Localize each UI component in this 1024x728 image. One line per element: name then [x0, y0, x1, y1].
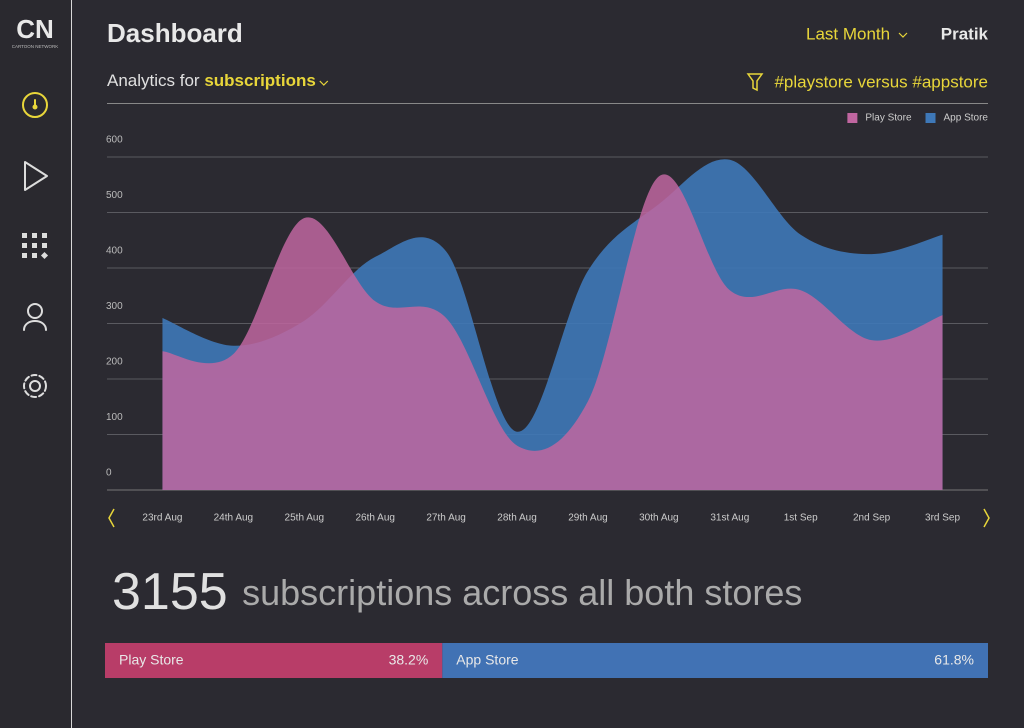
breakdown-segment — [442, 643, 988, 678]
x-tick-label: 30th Aug — [639, 513, 678, 524]
x-tick-label: 1st Sep — [784, 513, 818, 524]
sidebar — [0, 0, 71, 728]
summary-total: 3155 — [112, 563, 228, 621]
nav-apps[interactable] — [22, 233, 49, 260]
metric-select[interactable]: subscriptions — [204, 71, 315, 90]
x-tick-label: 29th Aug — [568, 513, 607, 524]
nav-profile[interactable] — [23, 303, 47, 331]
x-tick-label: 28th Aug — [497, 513, 536, 524]
period-select[interactable]: Last Month — [806, 24, 890, 43]
legend-label: Play Store — [865, 113, 912, 124]
x-tick-label: 26th Aug — [355, 513, 394, 524]
y-tick-label: 200 — [106, 357, 123, 368]
y-tick-label: 100 — [106, 412, 123, 423]
logo-subtitle: CARTOON NETWORK — [12, 44, 59, 49]
summary: 3155 subscriptions across all both store… — [112, 563, 802, 621]
x-tick-label: 31st Aug — [710, 513, 749, 524]
breakdown-value: 61.8% — [934, 652, 974, 668]
chart: 0 100 200 300 400 500 600 23rd Aug 24th Aug 25th … — [106, 113, 988, 524]
y-tick-label: 500 — [106, 190, 123, 201]
breakdown-bar: Play Store 38.2% App Store 61.8% — [105, 643, 988, 678]
legend-swatch — [847, 113, 858, 123]
x-tick-label: 23rd Aug — [142, 513, 182, 524]
y-tick-label: 0 — [106, 468, 112, 479]
breakdown-name: App Store — [456, 652, 518, 668]
y-tick-label: 400 — [106, 246, 123, 257]
nav-settings[interactable] — [23, 374, 47, 398]
x-tick-label: 2nd Sep — [853, 513, 891, 524]
x-tick-label: 3rd Sep — [925, 513, 960, 524]
user-name[interactable]: Pratik — [941, 24, 989, 43]
y-tick-label: 300 — [106, 301, 123, 312]
prev-arrow[interactable] — [108, 508, 115, 528]
breakdown-name: Play Store — [119, 652, 184, 668]
analytics-label-text: Analytics for — [107, 71, 200, 90]
x-tick-label: 27th Aug — [426, 513, 465, 524]
legend-label: App Store — [944, 113, 989, 124]
nav-play[interactable] — [24, 161, 48, 191]
filter-icon[interactable] — [746, 73, 764, 92]
y-tick-label: 600 — [106, 135, 123, 146]
nav-dashboard[interactable] — [22, 92, 48, 118]
filter-text[interactable]: #playstore versus #appstore — [774, 72, 988, 91]
breakdown-segment — [105, 643, 443, 678]
x-tick-label: 25th Aug — [285, 513, 324, 524]
summary-text: subscriptions across all both stores — [242, 572, 802, 613]
period-chevron[interactable] — [898, 32, 908, 38]
breakdown-value: 38.2% — [389, 652, 429, 668]
x-tick-label: 24th Aug — [214, 513, 253, 524]
area — [162, 174, 943, 491]
analytics-label: Analytics for subscriptions — [107, 71, 316, 90]
legend-swatch — [925, 113, 936, 123]
metric-chevron[interactable] — [319, 80, 329, 86]
logo: CN — [16, 14, 54, 44]
next-arrow[interactable] — [983, 508, 990, 528]
page-title: Dashboard — [107, 18, 243, 48]
